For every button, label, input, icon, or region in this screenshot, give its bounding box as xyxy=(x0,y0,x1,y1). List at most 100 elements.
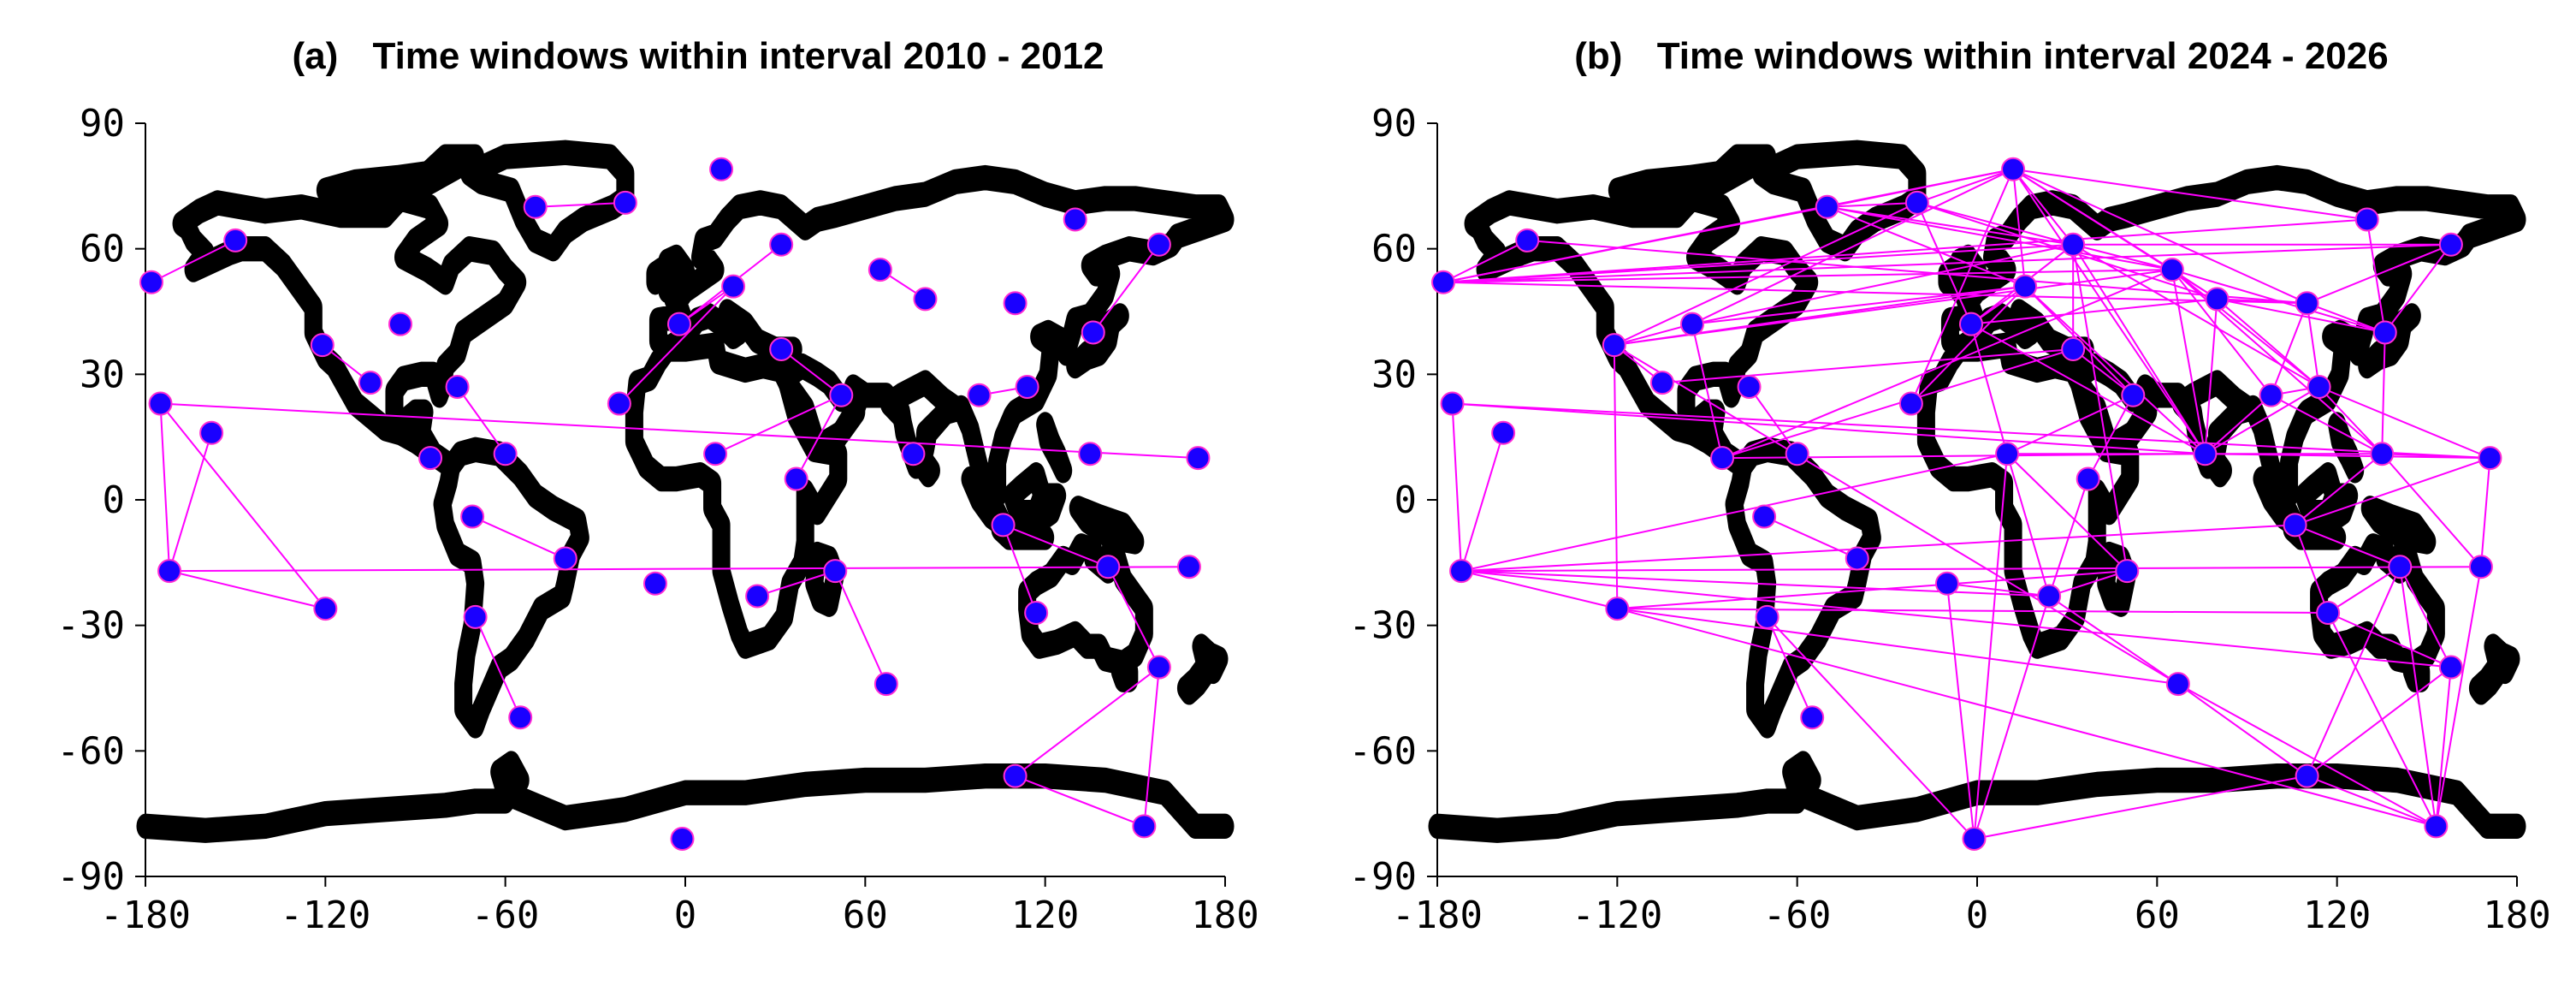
x-tick-label: -120 xyxy=(1572,894,1662,937)
link-line xyxy=(1661,348,2074,384)
link-line xyxy=(1613,345,1619,609)
link-line xyxy=(2171,269,2272,396)
panel-a-label: (a) xyxy=(292,35,338,77)
link-line xyxy=(1617,608,2329,614)
link-line xyxy=(2048,595,2179,685)
axes-a: 90 60 30 0 -30 -60 -90-180 -120 -60 0 60 120 180 xyxy=(57,102,1259,937)
panel-a: (a) Time windows within interval 2010 - … xyxy=(57,35,1259,937)
site-point xyxy=(1958,312,1983,336)
link-line xyxy=(2012,169,2206,454)
link-line xyxy=(1970,323,2206,455)
panel-b: (b) Time windows within interval 2024 - … xyxy=(1349,35,2551,937)
y-tick-label: 0 xyxy=(103,478,126,522)
site-point xyxy=(769,337,794,361)
y-tick-label: 60 xyxy=(1371,228,1417,271)
link-line xyxy=(1452,402,2206,455)
site-point xyxy=(1132,814,1157,839)
site-point xyxy=(2037,584,2062,609)
site-point xyxy=(2372,320,2397,345)
site-point xyxy=(1904,190,1929,215)
site-point xyxy=(1096,555,1121,579)
site-point xyxy=(445,375,470,399)
x-tick-label: -180 xyxy=(100,894,191,937)
link-line xyxy=(1442,239,1528,283)
x-tick-label: 60 xyxy=(843,894,888,937)
site-point xyxy=(2283,513,2307,538)
site-series xyxy=(139,157,1211,851)
link-line xyxy=(2435,667,2452,827)
site-point xyxy=(1679,312,1704,336)
site-point xyxy=(613,190,637,215)
y-tick-label: 30 xyxy=(1371,353,1417,396)
site-point xyxy=(2307,375,2331,399)
site-point xyxy=(769,232,794,257)
site-point xyxy=(1078,442,1103,466)
site-point xyxy=(2478,446,2502,471)
site-point xyxy=(709,157,734,181)
site-point xyxy=(2259,383,2283,407)
site-point xyxy=(157,559,182,584)
site-point xyxy=(523,194,548,219)
link-line xyxy=(1015,775,1145,828)
panel-a-title: (a) Time windows within interval 2010 - … xyxy=(292,35,1104,77)
site-point xyxy=(1785,442,1809,466)
link-line xyxy=(2216,298,2320,388)
link-line xyxy=(2384,244,2452,334)
x-tick-label: -180 xyxy=(1392,894,1483,937)
link-line xyxy=(1015,666,1160,777)
x-tick-label: 0 xyxy=(674,894,697,937)
link-line xyxy=(1460,524,2295,573)
site-point xyxy=(1015,375,1039,399)
link-line xyxy=(2048,570,2128,597)
panel-a-title-text: Time windows within interval 2010 - 2012 xyxy=(372,35,1104,77)
y-tick-label: 90 xyxy=(1371,102,1417,146)
link-line xyxy=(795,395,843,480)
y-tick-label: -60 xyxy=(57,729,125,773)
link-line xyxy=(1827,168,2014,208)
site-point xyxy=(2159,258,2184,282)
x-tick-label: 120 xyxy=(1011,894,1079,937)
link-line xyxy=(714,394,842,455)
link-line xyxy=(1691,285,2026,325)
link-line xyxy=(159,403,171,572)
link-line xyxy=(1827,205,2173,271)
site-point xyxy=(223,228,248,252)
link-line xyxy=(2087,395,2135,480)
link-line xyxy=(2435,567,2482,827)
y-tick-label: 60 xyxy=(80,228,125,271)
link-line xyxy=(2204,299,2218,454)
link-line xyxy=(2306,566,2401,777)
link-line xyxy=(1143,667,1160,827)
panel-b-title-text: Time windows within interval 2024 - 2026 xyxy=(1657,35,2389,77)
y-tick-label: 30 xyxy=(80,353,125,396)
link-line xyxy=(1614,344,2179,685)
link-line xyxy=(1970,298,2218,325)
link-line xyxy=(2012,169,2027,287)
site-point xyxy=(1024,601,1049,625)
link-line xyxy=(151,239,236,283)
y-tick-label: -60 xyxy=(1349,729,1417,773)
site-point xyxy=(967,383,992,407)
site-point xyxy=(2121,383,2146,407)
link-line xyxy=(1460,570,1618,610)
link-line xyxy=(2171,269,2320,388)
link-line xyxy=(1003,524,1109,568)
site-point xyxy=(1449,559,1474,584)
link-line xyxy=(160,402,1199,460)
site-point xyxy=(2165,672,2190,697)
link-line xyxy=(1617,608,2179,686)
y-tick-label: -90 xyxy=(1349,855,1417,899)
link-line xyxy=(2307,243,2452,305)
site-point xyxy=(2295,291,2319,316)
link-line xyxy=(1910,169,2014,404)
link-line xyxy=(1910,285,2026,405)
site-point xyxy=(463,604,488,629)
site-point xyxy=(745,584,770,609)
link-line xyxy=(471,515,566,560)
site-point xyxy=(148,391,173,416)
site-point xyxy=(1898,391,1923,416)
coastline-shape xyxy=(1437,152,2517,830)
link-line xyxy=(2204,386,2320,455)
site-point xyxy=(913,287,938,312)
site-point xyxy=(2388,555,2413,579)
